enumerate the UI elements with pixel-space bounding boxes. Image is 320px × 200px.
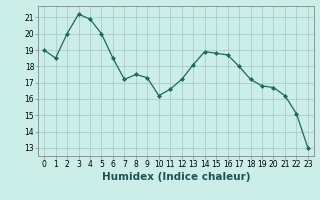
X-axis label: Humidex (Indice chaleur): Humidex (Indice chaleur) (102, 172, 250, 182)
